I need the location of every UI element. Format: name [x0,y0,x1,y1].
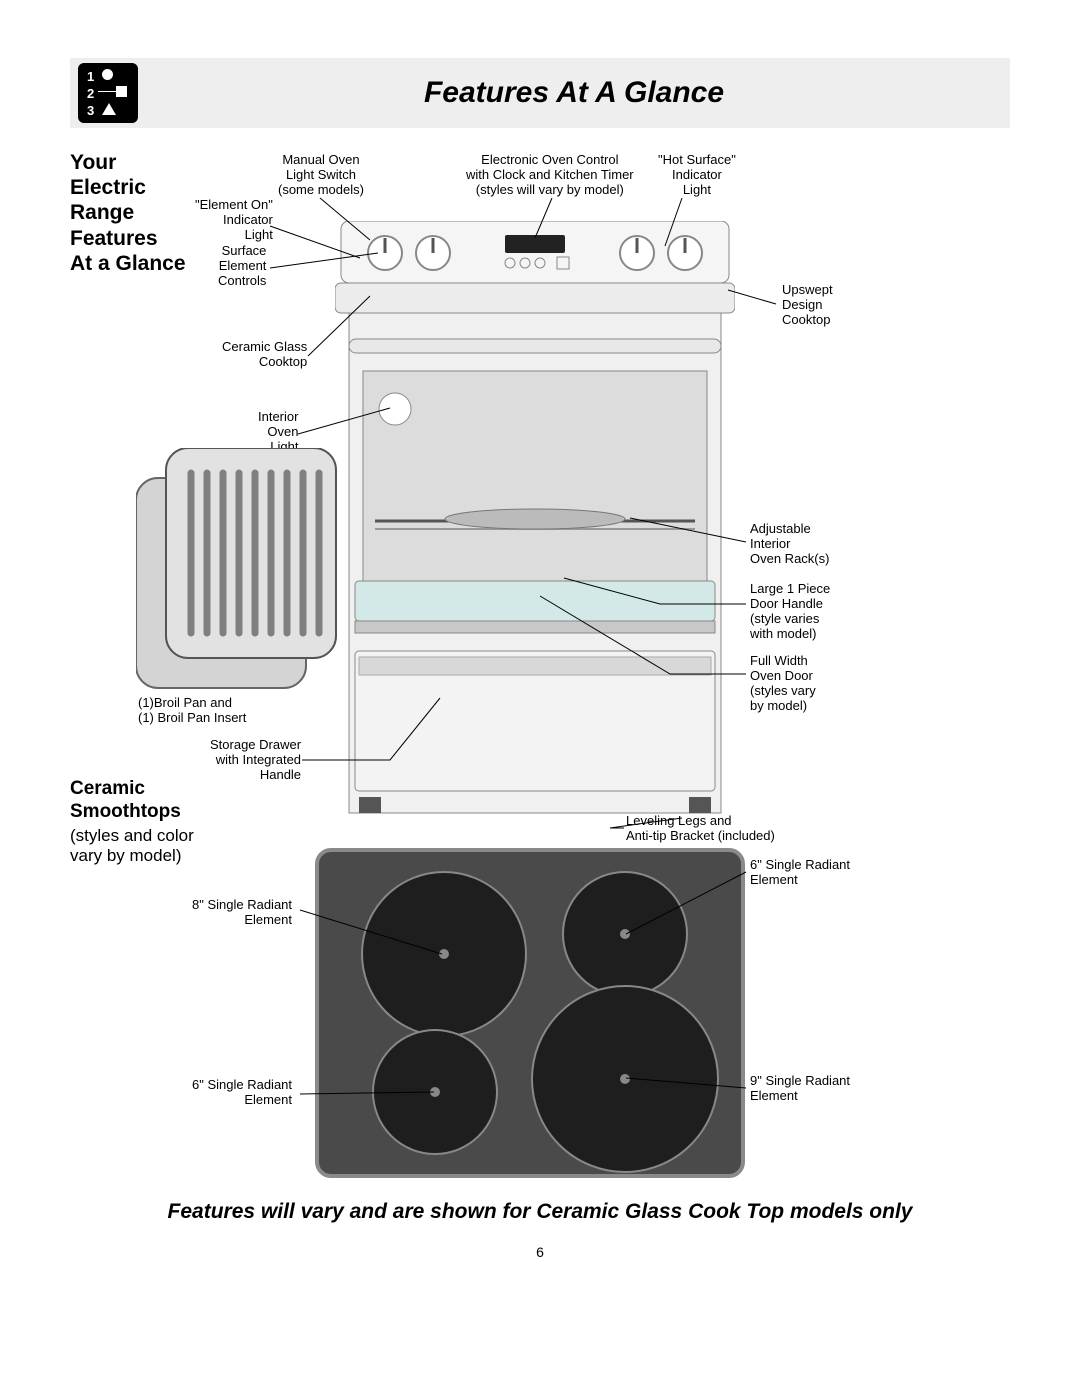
leader-lines [70,58,1010,848]
cooktop-leaders [70,838,1010,1198]
footnote: Features will vary and are shown for Cer… [70,1200,1010,1224]
page: 1 2 3 Features At A Glance Your Electric… [70,58,1010,1348]
ceramic-heading: Ceramic Smoothtops [70,778,181,824]
page-number: 6 [70,1244,1010,1260]
